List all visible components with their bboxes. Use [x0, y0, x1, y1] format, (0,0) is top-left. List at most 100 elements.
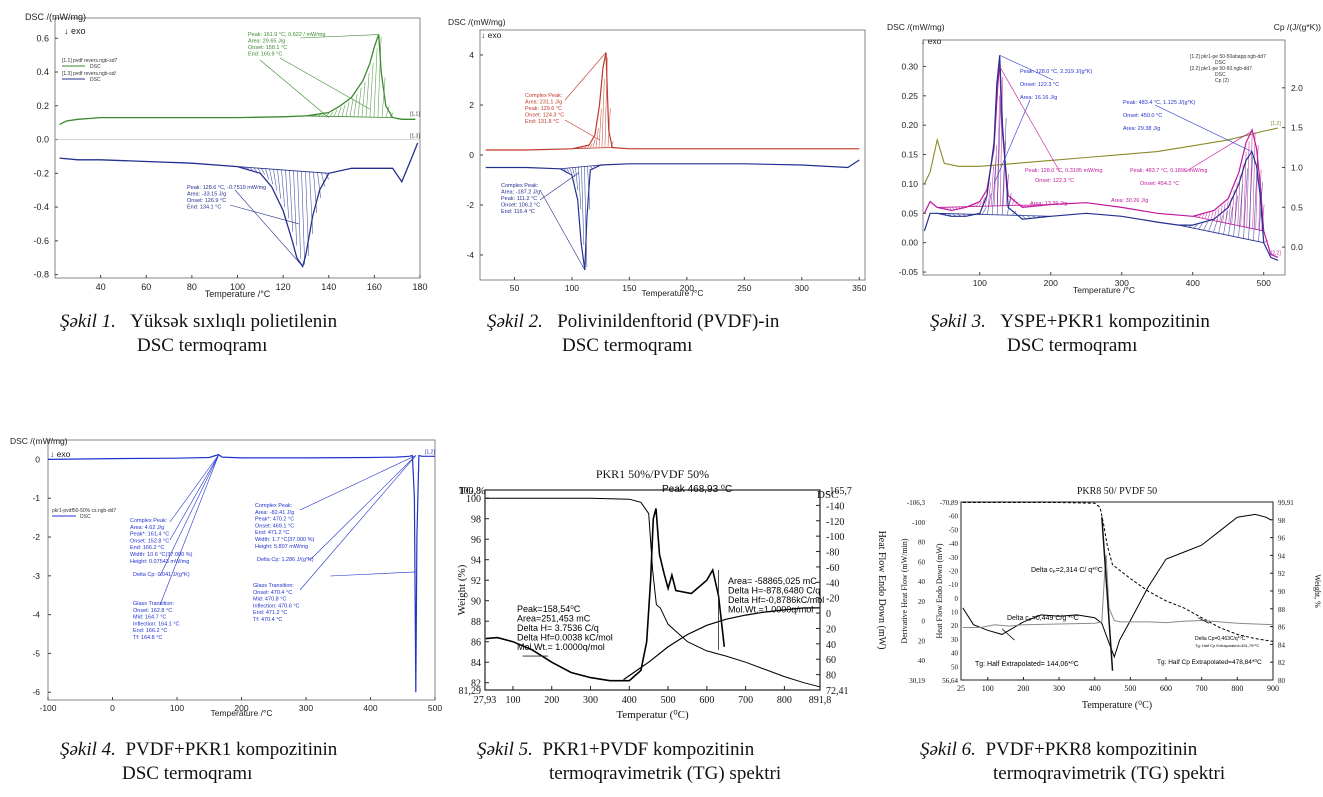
plot-frame: [479, 29, 866, 281]
x-tick-label: 300: [1053, 684, 1065, 693]
leader-line: [539, 189, 586, 271]
annotation-text: Area= -58865,025 mC: [728, 576, 817, 586]
y-axis-label-outer: Derivative Heat Flow (mW/min): [900, 538, 909, 643]
legend-text: DSC: [1215, 60, 1226, 66]
annotation-text: Area: -82.41 J/g: [255, 510, 294, 516]
y2-tick-label: 2.0: [1291, 83, 1303, 93]
annotation-text: Onset: 162.8 °C: [133, 608, 172, 614]
x-tick-label: 300: [795, 283, 809, 293]
y-tick-label: 0.25: [901, 91, 918, 101]
chart-title: PKR1 50%/PVDF 50%: [596, 467, 709, 481]
x-tick-label: 250: [737, 283, 751, 293]
y-tick-label: 98: [471, 515, 481, 526]
y-tick-label: -10: [949, 581, 959, 589]
y-tick-label: -6: [32, 687, 40, 697]
x-axis-label: Temperature (⁰C): [1082, 700, 1152, 711]
series-line-green: [59, 34, 416, 125]
x-tick-label: 800: [777, 695, 792, 706]
exo-label: ↓ exo: [50, 449, 71, 459]
y2-tick-label: 86: [1278, 624, 1286, 632]
end-label: [1,2]: [425, 449, 435, 455]
y-axis-label: DSC /(mW/mg): [10, 436, 68, 446]
x-tick-label: 900: [1267, 684, 1279, 693]
y2-tick-label: 82: [1278, 659, 1286, 667]
x-tick-label: 500: [428, 703, 442, 713]
x-tick-label: 400: [363, 703, 377, 713]
peak-hatch-green-baseline: [305, 115, 393, 119]
y-outer-tick-label: -100: [912, 519, 925, 527]
y-tick-label: -0.8: [33, 270, 49, 280]
annotation-text: Area: 13.39 J/g: [1030, 201, 1067, 207]
end-label: [1,2]: [1271, 121, 1281, 127]
x-tick-label: 500: [1124, 684, 1136, 693]
annotation-text: Tf: 164.8 °C: [133, 635, 162, 641]
x-axis-label: Temperatur (⁰C): [616, 709, 689, 721]
plot-frame: [47, 439, 436, 701]
leader-line: [564, 119, 601, 141]
series-line-derivative: [962, 554, 1274, 628]
y-axis-label: Heat Flow Endo Down (mW): [935, 543, 944, 638]
corner-label-right: DSC: [817, 489, 838, 501]
x-tick-label: 300: [299, 703, 313, 713]
x-tick-label: 300: [1115, 278, 1129, 288]
panel-fig6: PKR8 50/ PVDF 50 Temperature (⁰C) Derivati…: [895, 480, 1323, 730]
x-tick-label: -100: [39, 703, 56, 713]
legend-text: pkr1-pvdf50-50% cs.ngb-dd7: [52, 508, 116, 514]
y-tick-label: -0.2: [33, 168, 49, 178]
legend-text: [2.2] pkr1-pe 50-50.ngb-dd7: [1190, 66, 1252, 72]
annotation-text: Peak*: 161.4 °C: [130, 532, 169, 538]
peak-hatch-red-baseline: [571, 147, 613, 150]
annotation-text: Peak: 483.4 °C, 1.125 J/(g*K): [1123, 100, 1195, 106]
x-tick-label: 180: [412, 282, 427, 292]
caption-line2: DSC termoqramı: [122, 763, 253, 784]
caption-label: Şəkil 4.: [60, 739, 116, 760]
y2-tick-label: 0.0: [1291, 242, 1303, 252]
caption-fig2: Şəkil 2. Polivinildenftorid (PVDF)-in DS…: [487, 310, 779, 358]
y2-tick-label: -165,7: [826, 486, 852, 497]
caption-label: Şəkil 1.: [60, 311, 116, 332]
annotation-text: Onset: 158.1 °C: [248, 45, 287, 51]
y-tick-label: -1: [32, 493, 40, 503]
y-outer-tick-label: 20: [918, 598, 926, 606]
leader-line: [299, 455, 417, 591]
y-tick-label: -50: [949, 526, 959, 534]
x-tick-label: 100: [973, 278, 987, 288]
annotation-text: Delta Cp: 0.041 J/(g*K): [133, 572, 190, 578]
y-tick-label: 0.15: [901, 150, 918, 160]
annotation-text: Area: 29.65 J/g: [248, 39, 285, 45]
x-tick-label: 100: [505, 695, 520, 706]
annotation-text: Onset: 122.3 °C: [1020, 82, 1059, 88]
dsc-chart-pvdf: DSC /(mW/mg) ↓ exo Temperature /°C 50 100 150…: [448, 17, 867, 298]
leader-line: [564, 52, 607, 101]
y-tick-label: 96: [471, 535, 481, 546]
annotation-text: Area: -33.15 J/g: [187, 192, 226, 198]
y-tick-label: -60: [949, 513, 959, 521]
caption-label: Şəkil 5.: [477, 739, 533, 760]
dsc-chart-yspe-pkr1: DSC /(mW/mg) ↓ exo Cp /(J/(g*K)) Temperatur…: [887, 22, 1321, 295]
y2-tick-label: -120: [826, 517, 844, 528]
y2-axis-label: Weight, %: [1313, 574, 1322, 608]
caption-line2: DSC termoqramı: [137, 335, 268, 356]
x-tick-label: 40: [96, 282, 106, 292]
legend-text: [1.1] pvdf revers.ngb-sd7: [62, 58, 118, 64]
x-tick-label: 700: [1196, 684, 1208, 693]
annotation-text: Onset: 152.8 °C: [130, 538, 169, 544]
y2-tick-label: -20: [826, 594, 839, 605]
caption-fig4: Şəkil 4. PVDF+PKR1 kompozitinin DSC term…: [60, 738, 337, 786]
series-line-navy: [485, 159, 860, 271]
x-tick-label: 200: [680, 283, 694, 293]
x-tick-label: 500: [1257, 278, 1271, 288]
end-label: [1,3]: [410, 134, 420, 140]
x-tick-label: 600: [699, 695, 714, 706]
y-tick-label: 0.30: [901, 61, 918, 71]
y-tick-label: 100,8: [459, 486, 482, 497]
annotation-text: End: 165.9 °C: [248, 52, 282, 58]
y-tick-label: 0.2: [36, 101, 49, 111]
y2-axis-label: Heat Flow Endo Down (mW): [876, 531, 887, 650]
annotation-text: End: 131.8 °C: [525, 119, 559, 125]
annotation-text: Complex Peak:: [130, 518, 168, 524]
y2-tick-label: -40: [826, 578, 839, 589]
y-tick-label: 92: [471, 576, 481, 587]
annotation-text: Peak*: 470.2 °C: [255, 517, 294, 523]
annotation-text: Height: 0.07543 mW/mg: [130, 559, 189, 565]
